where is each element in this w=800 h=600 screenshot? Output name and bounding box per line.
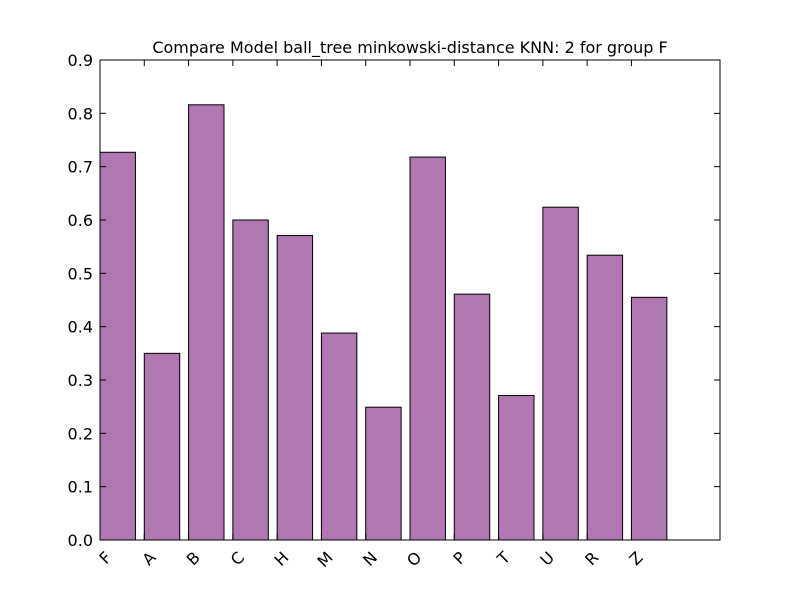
bar-T <box>498 394 535 541</box>
y-tick-label: 0.8 <box>68 104 93 123</box>
bar-N <box>365 406 402 541</box>
y-tick-label: 0.4 <box>68 318 93 337</box>
y-tick-label: 0.3 <box>68 371 93 390</box>
y-tick-label: 0.9 <box>68 51 93 70</box>
y-tick-label: 0.6 <box>68 211 93 230</box>
bar-O <box>409 156 446 541</box>
y-tick-label: 0.7 <box>68 158 93 177</box>
plot-frame <box>99 59 721 541</box>
bar-Z <box>630 296 668 541</box>
chart-title: Compare Model ball_tree minkowski-distan… <box>152 38 667 58</box>
y-tick-label: 0.5 <box>68 264 93 283</box>
y-tick-label: 0.2 <box>68 424 93 443</box>
y-tick-label: 0.0 <box>68 531 93 550</box>
y-tick-label: 0.1 <box>68 478 93 497</box>
bar-A <box>143 352 181 541</box>
y-axis: 0.0 0.1 0.2 0.3 0.4 0.5 0.6 0.7 0.8 0.9 <box>68 51 720 550</box>
bar-U <box>542 206 579 541</box>
bar-B <box>188 104 225 541</box>
bar-P <box>453 293 491 541</box>
bar-F <box>99 151 136 541</box>
bar-H <box>276 234 314 541</box>
bar-M <box>320 332 358 541</box>
bar-R <box>586 254 624 541</box>
bar-C <box>232 219 269 541</box>
bar-series <box>99 104 668 541</box>
